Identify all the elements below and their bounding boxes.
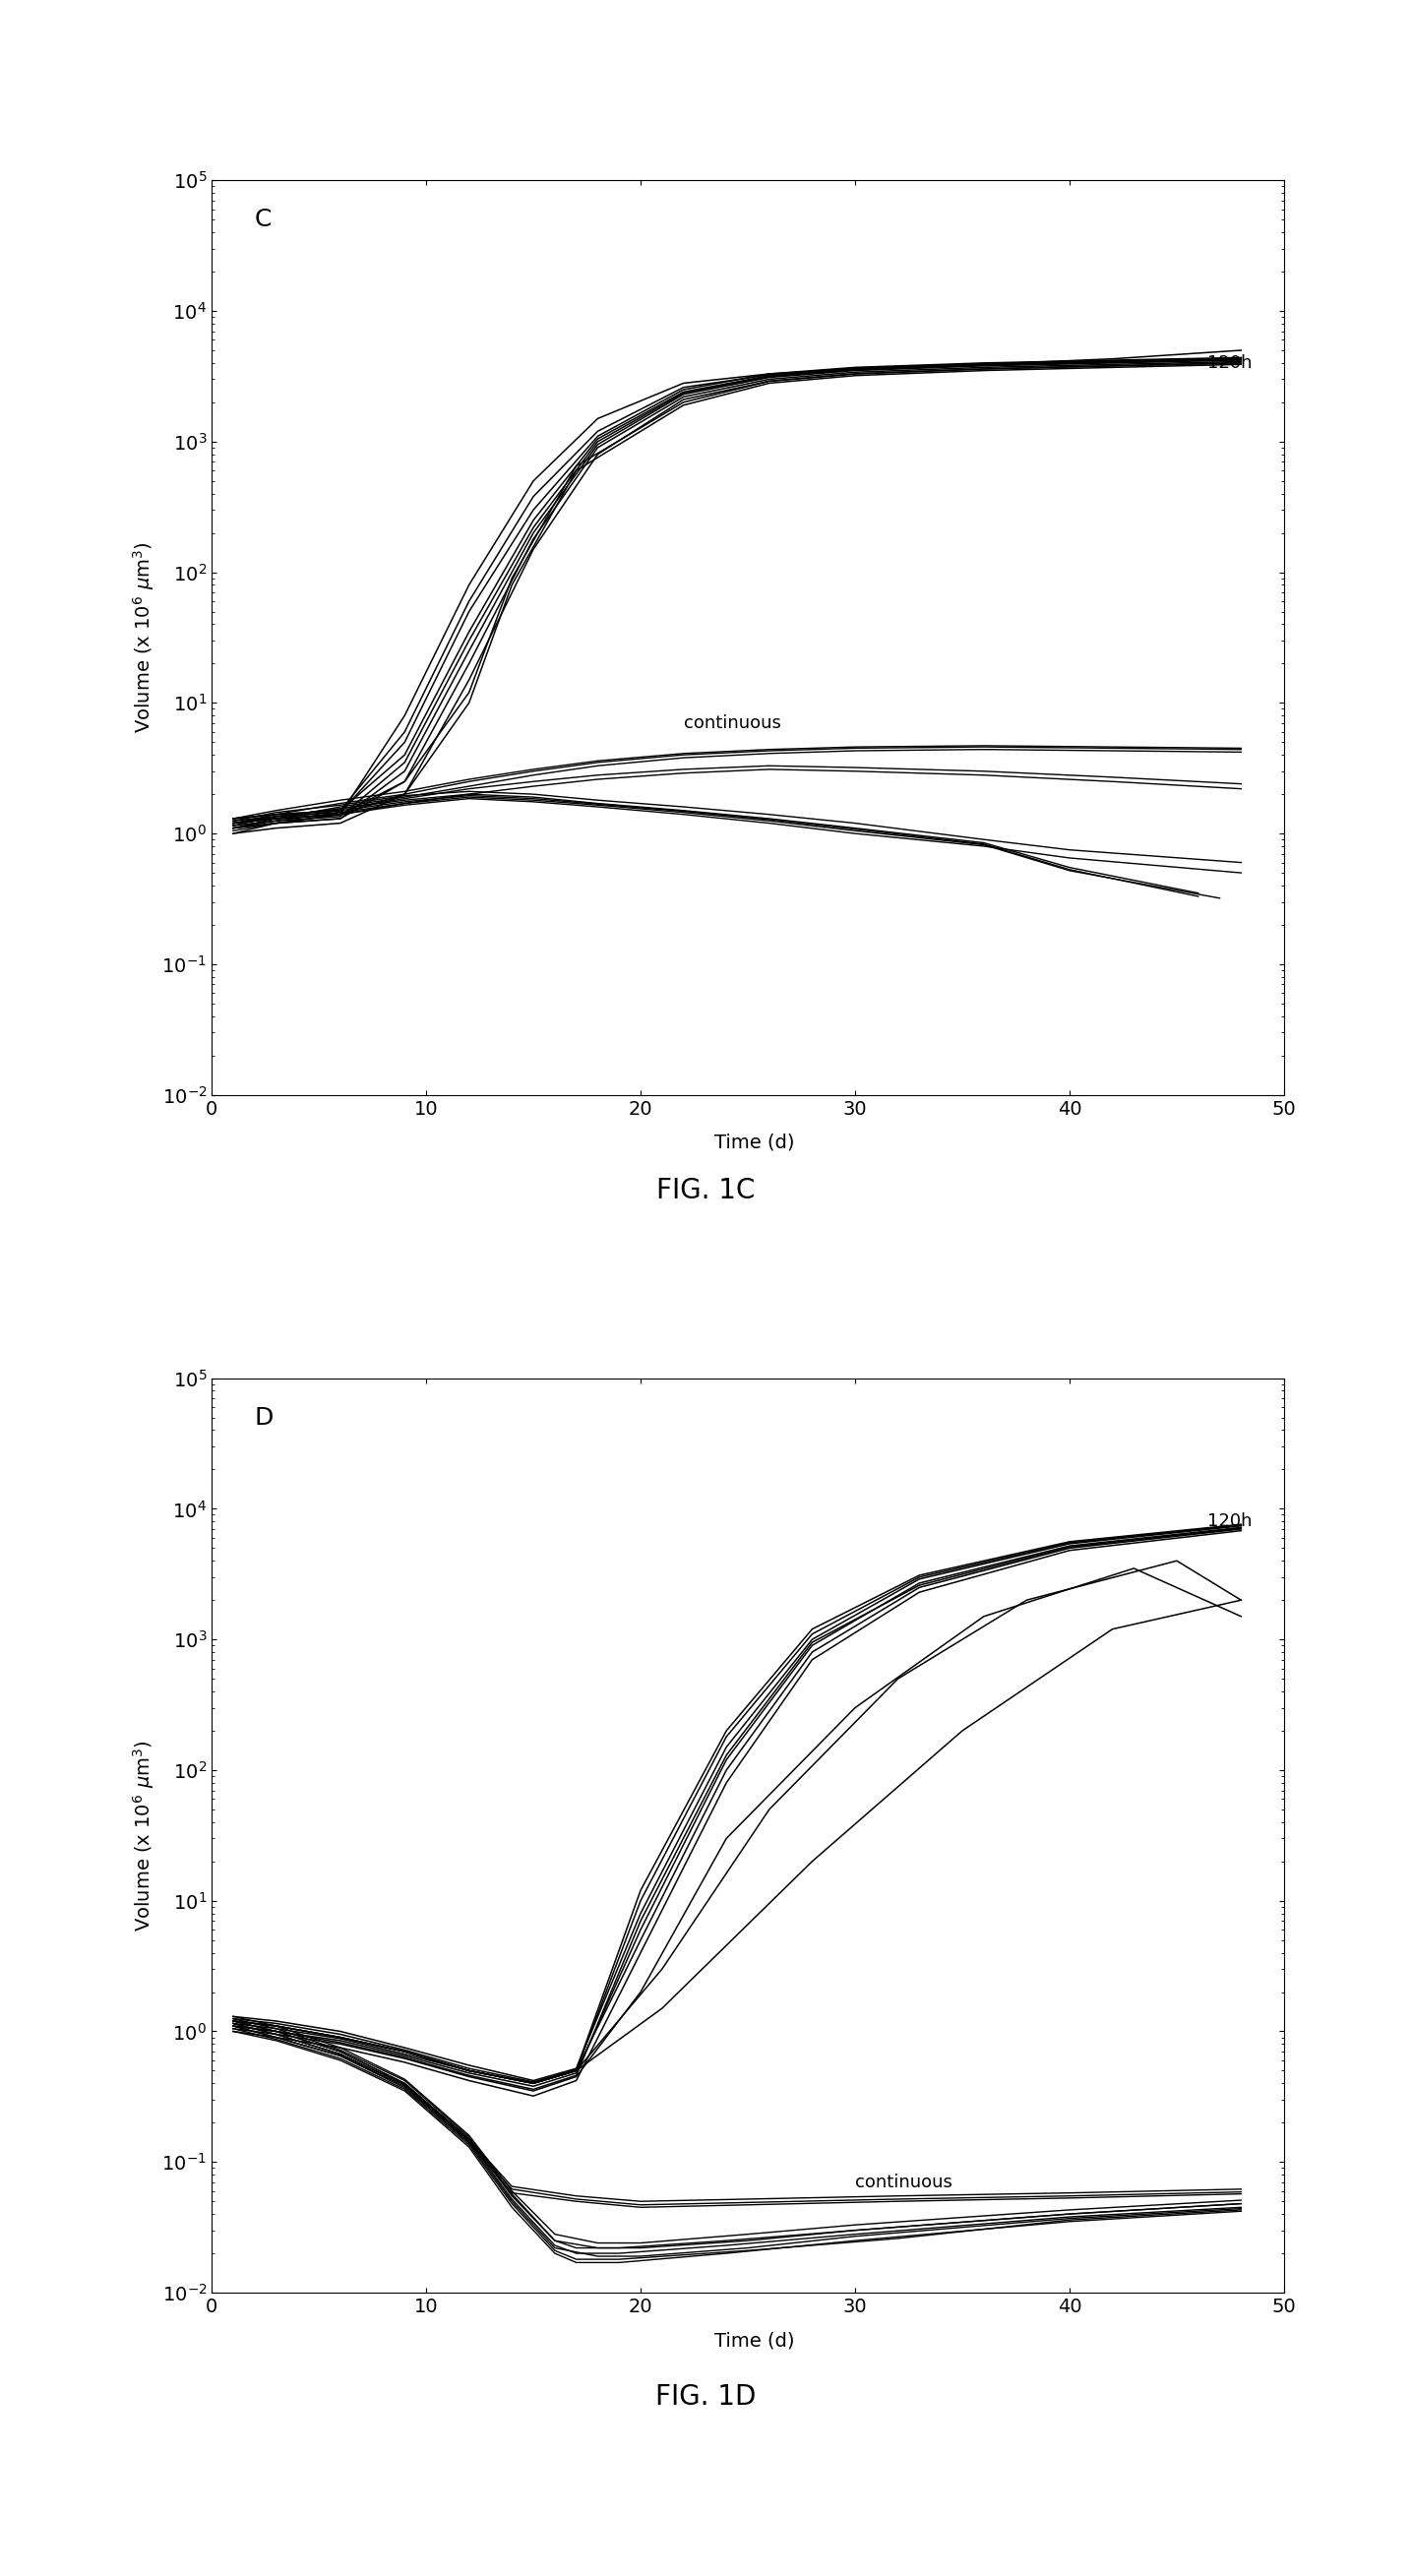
Text: 120h: 120h [1206, 353, 1252, 371]
Y-axis label: Volume (x $10^6$ $\mu$m$^3$): Volume (x $10^6$ $\mu$m$^3$) [131, 1739, 157, 1932]
Text: FIG. 1D: FIG. 1D [655, 2383, 756, 2411]
Text: Time (d): Time (d) [715, 2331, 794, 2349]
Text: FIG. 1C: FIG. 1C [656, 1177, 755, 1206]
Text: 120h: 120h [1206, 1512, 1252, 1530]
Text: Time (d): Time (d) [715, 1133, 794, 1151]
Text: continuous: continuous [855, 2174, 952, 2192]
Y-axis label: Volume (x $10^6$ $\mu$m$^3$): Volume (x $10^6$ $\mu$m$^3$) [131, 541, 157, 734]
Text: C: C [254, 209, 272, 232]
Text: D: D [254, 1406, 274, 1430]
Text: continuous: continuous [683, 714, 780, 732]
